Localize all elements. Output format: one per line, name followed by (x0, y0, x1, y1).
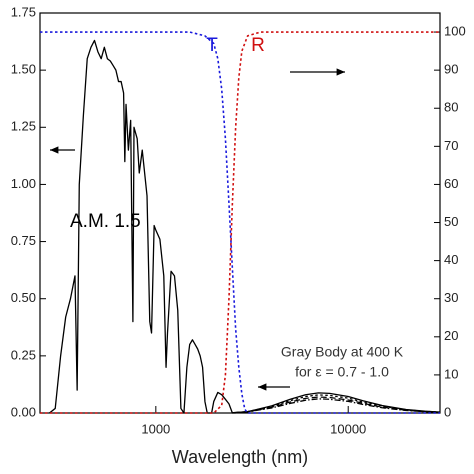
y2-tick-label: 20 (444, 328, 458, 343)
annotation: Gray Body at 400 K (281, 344, 404, 360)
plot-frame (39, 12, 441, 414)
y2-tick-label: 30 (444, 290, 458, 305)
y2-tick-label: 70 (444, 138, 458, 153)
y2-tick-label: 60 (444, 176, 458, 191)
y2-tick-label: 50 (444, 214, 458, 229)
y-tick-label: 0.00 (11, 404, 36, 419)
y2-tick-label: 40 (444, 252, 458, 267)
series-line (232, 394, 441, 414)
y2-tick-label: 10 (444, 366, 458, 381)
annotation: R (251, 35, 265, 56)
series-line (40, 31, 440, 414)
y-tick-label: 1.25 (11, 119, 36, 134)
y-tick-label: 1.50 (11, 62, 36, 77)
series-line (40, 31, 440, 414)
annotation: T (206, 35, 218, 56)
y-tick-label: 1.00 (11, 176, 36, 191)
y-tick-label: 1.75 (11, 4, 36, 19)
y-tick-label: 0.50 (11, 290, 36, 305)
y2-tick-label: 90 (444, 62, 458, 77)
x-tick-label: 1000 (141, 421, 170, 436)
x-tick-label: 10000 (330, 421, 366, 436)
y2-tick-label: 0 (444, 404, 451, 419)
y-tick-label: 0.25 (11, 347, 36, 362)
series-line (49, 39, 236, 414)
y-tick-label: 0.75 (11, 233, 36, 248)
y2-tick-label: 100 (444, 23, 466, 38)
annotation: for ε = 0.7 - 1.0 (295, 364, 389, 380)
annotation: A.M. 1.5 (70, 211, 141, 232)
series-line (232, 398, 441, 414)
x-axis-title: Wavelength (nm) (172, 447, 308, 467)
y2-tick-label: 80 (444, 100, 458, 115)
